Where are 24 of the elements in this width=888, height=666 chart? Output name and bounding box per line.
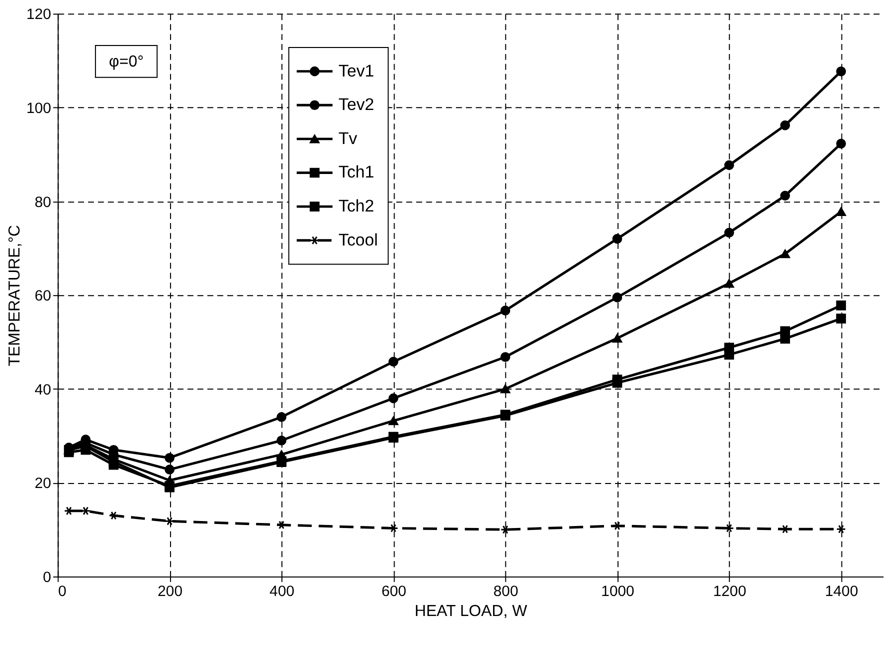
x-tick-label: 800 xyxy=(493,584,518,600)
x-axis-title: HEAT LOAD, W xyxy=(414,602,528,620)
legend-label: Tev1 xyxy=(338,61,374,80)
y-tick-label: 100 xyxy=(26,100,52,117)
y-tick-label: 20 xyxy=(34,476,52,492)
x-tick-label: 1000 xyxy=(601,584,634,600)
y-axis-title: TEMPERATURE,°C xyxy=(6,224,24,366)
legend-label: Tch1 xyxy=(338,162,374,182)
y-tick-label: 40 xyxy=(34,382,52,398)
legend-label: Tcool xyxy=(338,230,378,250)
legend-label: Tv xyxy=(338,128,358,148)
annotation: φ=0° xyxy=(108,53,144,70)
y-tick-label: 0 xyxy=(42,570,52,586)
y-tick-label: 120 xyxy=(26,7,52,24)
x-tick-label: 200 xyxy=(158,584,183,600)
x-tick-label: 1400 xyxy=(824,584,858,600)
y-tick-label: 60 xyxy=(34,288,52,305)
x-tick-label: 1200 xyxy=(713,584,746,600)
x-tick-label: 0 xyxy=(58,584,66,600)
x-tick-label: 600 xyxy=(381,584,406,600)
legend-label: Tev2 xyxy=(338,95,374,114)
x-tick-label: 400 xyxy=(270,584,294,600)
legend-label: Tch2 xyxy=(338,196,374,216)
y-tick-label: 80 xyxy=(34,194,52,211)
